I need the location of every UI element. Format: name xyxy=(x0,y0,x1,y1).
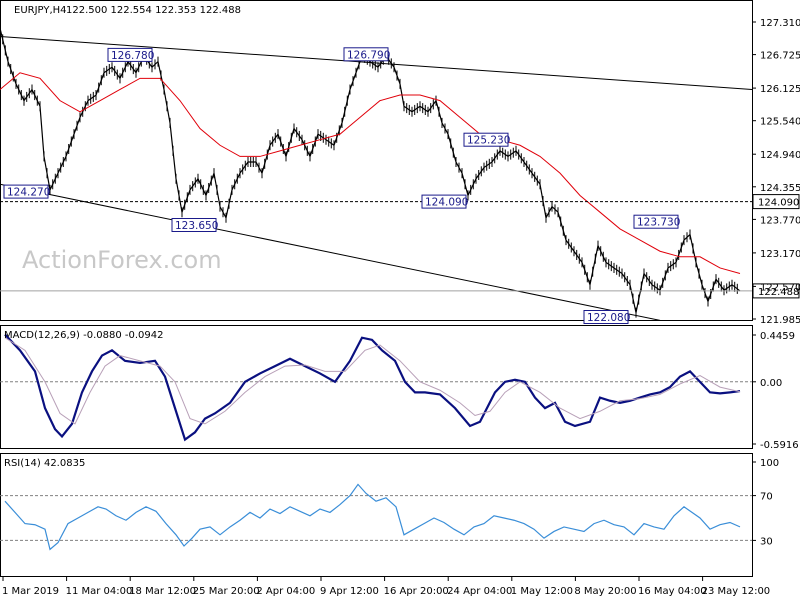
price-layer: 126.780 126.790 125.230 124.270 123.650 124.0… xyxy=(0,23,753,324)
price-annotation-label: 123.730 xyxy=(637,217,680,229)
price-line xyxy=(0,28,741,313)
price-annotation-label: 124.270 xyxy=(7,187,50,199)
price-y-tick-label: 123.770 xyxy=(760,215,800,226)
watermark: ActionForex.com xyxy=(22,246,222,274)
price-annotation-box xyxy=(343,47,389,62)
price-y-tick-label: 124.940 xyxy=(760,150,800,161)
rsi-y-tick-label: 30 xyxy=(760,536,773,547)
price-y-tick-label: 127.310 xyxy=(760,18,800,29)
price-annotation-label: 124.090 xyxy=(425,197,468,209)
price-tag-box xyxy=(752,194,800,210)
price-tag-box xyxy=(752,283,800,299)
price-tag-label: 122.488 xyxy=(758,287,799,298)
symbol-label: EURJPY,H4 xyxy=(14,5,67,16)
x-axis-tick-label: 8 May 20:00 xyxy=(574,586,636,597)
price-y-tick-label: 122.570 xyxy=(760,282,800,293)
price-annotation-box xyxy=(421,194,467,209)
trendline-1 xyxy=(0,36,753,90)
macd-signal-line xyxy=(4,337,741,425)
price-y-tick-label: 123.170 xyxy=(760,249,800,260)
price-annotation-box xyxy=(171,218,217,232)
ohlc-readout: 122.500 122.554 122.353 122.488 xyxy=(66,5,241,16)
price-annotation-label: 122.080 xyxy=(587,312,630,324)
x-axis-tick-label: 1 Mar 2019 xyxy=(2,586,59,597)
price-annotation-box xyxy=(463,132,509,147)
x-axis-tick-label: 25 Mar 20:00 xyxy=(193,586,260,597)
macd-panel-frame xyxy=(0,325,753,449)
price-annotation-label: 123.650 xyxy=(175,220,218,232)
trendline-2 xyxy=(0,183,661,321)
x-axis-tick-label: 11 Mar 04:00 xyxy=(66,586,133,597)
rsi-y-tick-label: 70 xyxy=(760,492,773,503)
price-annotation-box xyxy=(583,310,629,324)
rsi-line xyxy=(4,483,741,551)
macd-y-tick-label: -0.5916 xyxy=(760,440,799,451)
price-annotation-box xyxy=(3,184,49,199)
price-annotation-box xyxy=(107,47,153,62)
price-annotation-label: 125.230 xyxy=(467,135,510,147)
macd-layer: MACD(12,26,9) -0.0880 -0.0942 xyxy=(0,330,752,442)
x-axis-tick-label: 16 Apr 20:00 xyxy=(384,586,449,597)
price-y-tick-label: 125.540 xyxy=(760,117,800,128)
rsi-panel-label: RSI(14) 42.0835 xyxy=(4,458,85,469)
axis-layer: 124.090 122.488 127.310 126.725 126.125 125.5… xyxy=(2,18,800,597)
price-tag-label: 124.090 xyxy=(758,198,799,209)
price-annotation-box xyxy=(633,214,679,229)
x-axis-tick-label: 18 Mar 12:00 xyxy=(129,586,196,597)
moving-average-line xyxy=(0,72,741,275)
macd-panel-label: MACD(12,26,9) -0.0880 -0.0942 xyxy=(4,330,164,341)
x-axis-tick-label: 24 Apr 04:00 xyxy=(447,586,512,597)
x-axis-tick-label: 1 May 12:00 xyxy=(511,586,573,597)
price-y-tick-label: 126.125 xyxy=(760,84,800,95)
price-annotation-label: 126.790 xyxy=(347,49,390,61)
rsi-layer: RSI(14) 42.0835 xyxy=(0,458,752,551)
x-axis-tick-label: 9 Apr 12:00 xyxy=(320,586,379,597)
price-annotation-label: 126.780 xyxy=(111,50,154,62)
macd-y-tick-label: 0.00 xyxy=(760,378,782,389)
x-axis-tick-label: 16 May 04:00 xyxy=(638,586,707,597)
price-y-tick-label: 121.985 xyxy=(760,315,800,326)
x-axis-tick-label: 23 May 12:00 xyxy=(702,586,771,597)
price-panel-frame xyxy=(0,0,753,321)
macd-y-tick-label: 0.4459 xyxy=(760,331,795,342)
x-axis-tick-label: 2 Apr 04:00 xyxy=(256,586,315,597)
rsi-y-tick-label: 100 xyxy=(760,458,779,469)
rsi-panel-frame xyxy=(0,453,753,577)
price-y-tick-label: 124.355 xyxy=(760,183,800,194)
price-y-tick-label: 126.725 xyxy=(760,51,800,62)
